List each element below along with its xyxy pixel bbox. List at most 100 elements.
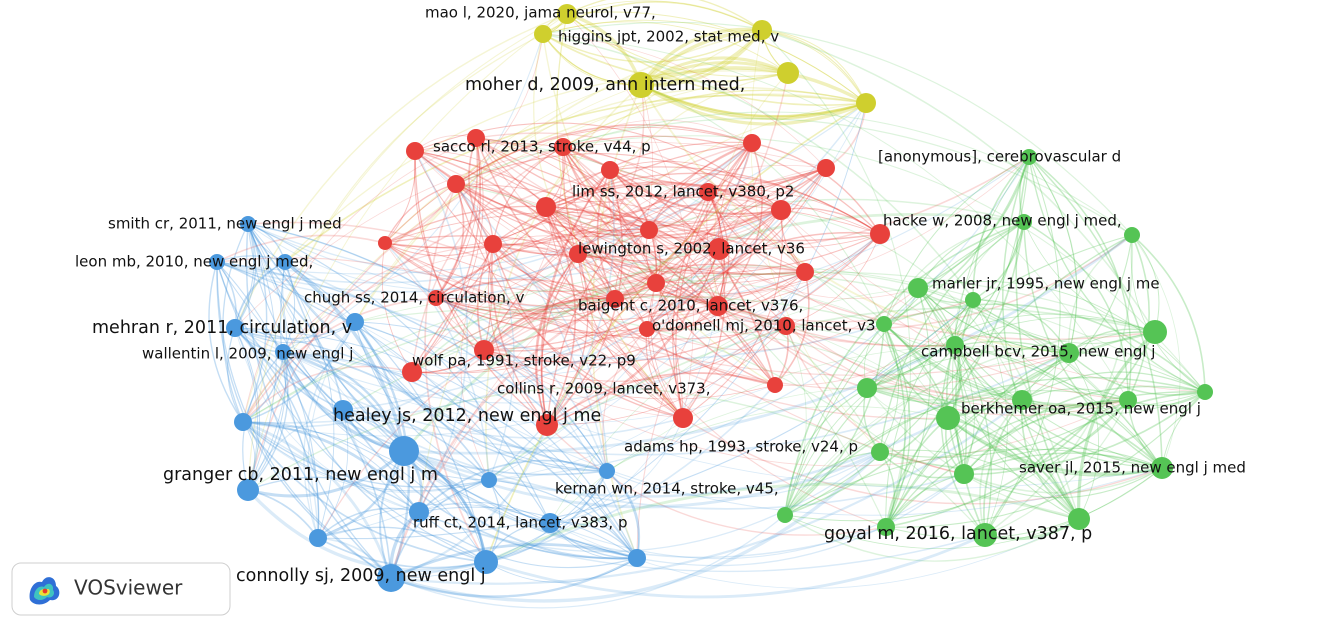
edge — [774, 299, 974, 386]
edge — [384, 242, 616, 307]
edge — [488, 307, 1156, 481]
edge — [208, 261, 244, 423]
edge — [234, 223, 255, 329]
edge — [216, 261, 344, 411]
edge — [414, 150, 547, 208]
edge — [682, 248, 726, 419]
edge — [545, 206, 719, 307]
edge — [640, 84, 867, 119]
edge — [879, 399, 1129, 458]
edge — [562, 146, 827, 187]
edge — [646, 231, 881, 330]
edge — [234, 327, 261, 491]
edge — [492, 146, 564, 245]
edge — [475, 137, 881, 242]
node — [908, 278, 928, 298]
edge — [455, 183, 782, 233]
edge — [541, 169, 611, 426]
edge — [455, 183, 616, 300]
edge — [390, 399, 1023, 585]
node — [428, 290, 444, 306]
edge — [390, 450, 882, 603]
edge — [1021, 399, 1129, 416]
edge — [247, 223, 608, 472]
edge — [774, 271, 810, 386]
edge — [468, 137, 494, 245]
edge — [542, 33, 1080, 520]
edge — [883, 221, 1025, 325]
edge — [577, 84, 645, 255]
edge — [435, 271, 806, 322]
edge — [403, 450, 638, 560]
edge — [785, 325, 1129, 407]
edge — [549, 417, 684, 524]
node — [569, 245, 587, 263]
edge — [542, 29, 763, 63]
edge — [418, 102, 867, 513]
edge — [606, 405, 949, 472]
edge — [536, 253, 579, 426]
node — [1016, 214, 1032, 230]
edge — [784, 451, 881, 516]
edge — [546, 325, 787, 426]
edge — [885, 331, 1156, 528]
edge — [562, 146, 1023, 401]
edge — [540, 169, 611, 426]
node — [639, 321, 655, 337]
edge — [577, 72, 789, 255]
edge — [954, 221, 1025, 346]
edge — [282, 351, 392, 579]
edge — [707, 191, 956, 346]
edge — [247, 386, 881, 491]
edge — [216, 261, 608, 472]
node-label: goyal m, 2016, lancet, v387, p — [824, 524, 1092, 544]
edge — [403, 233, 1133, 455]
node-label: moher d, 2009, ann intern med, — [465, 75, 745, 95]
edge — [640, 61, 789, 87]
edge — [455, 93, 867, 185]
edge — [954, 344, 1163, 469]
node-label: [anonymous], cerebrovascular d — [878, 148, 1121, 166]
edge — [963, 399, 1129, 475]
edge — [640, 84, 1070, 354]
edge — [216, 261, 551, 524]
edge — [885, 467, 1163, 539]
edge — [483, 209, 782, 352]
edge — [418, 167, 827, 513]
edge — [247, 223, 551, 524]
edge — [577, 233, 881, 275]
edge — [492, 214, 720, 250]
edge — [804, 271, 1163, 469]
node-label: ruff ct, 2014, lancet, v383, p — [413, 514, 627, 532]
edge — [566, 0, 763, 31]
node — [946, 336, 964, 354]
edge — [577, 253, 776, 386]
edge — [1028, 156, 1163, 469]
edge — [879, 323, 899, 453]
edge — [354, 233, 881, 363]
edge — [483, 266, 806, 351]
node-label: smith cr, 2011, new engl j med — [108, 215, 342, 233]
node — [599, 463, 615, 479]
edge — [279, 261, 392, 579]
edge — [717, 142, 763, 307]
edge — [707, 191, 806, 273]
edge — [384, 86, 867, 244]
edge — [354, 321, 608, 472]
edge — [963, 447, 1163, 475]
edge — [247, 156, 1030, 310]
edge — [675, 142, 753, 419]
edge — [917, 287, 992, 536]
edge — [403, 449, 881, 509]
edge — [418, 459, 608, 513]
edge — [354, 321, 608, 472]
edge — [655, 167, 827, 284]
node-label: higgins jpt, 2002, stat med, v — [558, 28, 779, 46]
edge — [492, 235, 657, 284]
node — [606, 290, 624, 308]
edge — [282, 350, 406, 452]
node — [234, 413, 252, 431]
node-label: mao l, 2020, jama neurol, v77, — [425, 4, 656, 22]
edge — [562, 119, 753, 148]
edge — [483, 142, 753, 351]
